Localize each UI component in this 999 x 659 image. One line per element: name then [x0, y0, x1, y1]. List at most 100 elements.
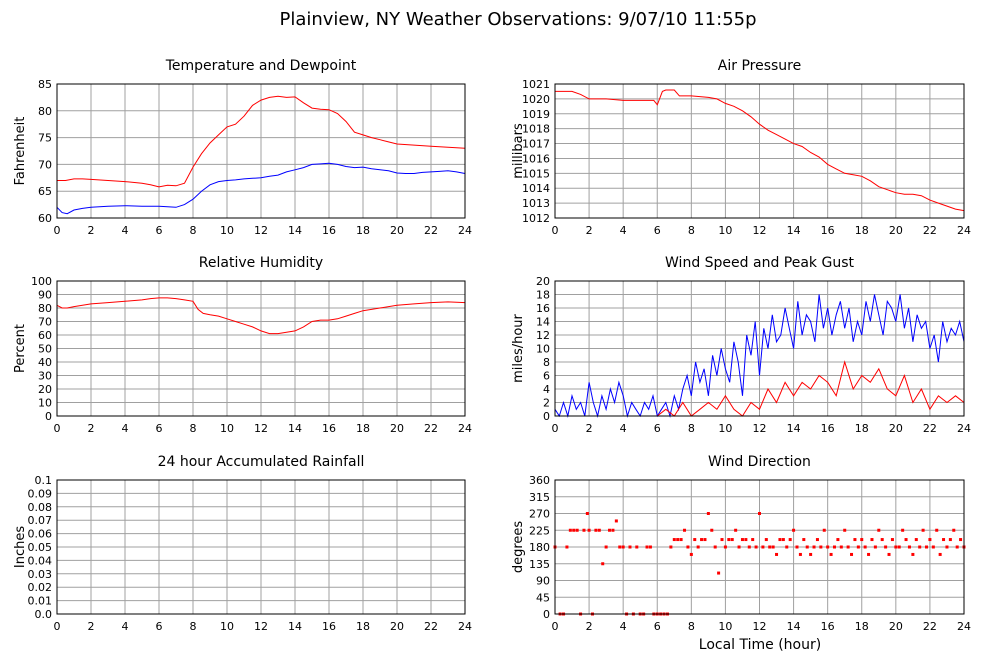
x-tick-label: 4 [620, 224, 627, 237]
y-tick-label: 360 [529, 474, 550, 487]
plot-frame [554, 280, 965, 417]
x-tick-label: 12 [254, 224, 268, 237]
y-tick-label: 1016 [522, 152, 550, 165]
x-tick-label: 24 [957, 620, 971, 633]
scatter-point [887, 552, 891, 556]
y-tick-label: 1019 [522, 108, 550, 121]
scatter-point [614, 519, 618, 523]
y-tick-label: 2 [543, 397, 550, 410]
scatter-point [608, 528, 612, 532]
x-tick-label: 22 [424, 620, 438, 633]
x-tick-label: 24 [957, 422, 971, 435]
x-tick-label: 2 [586, 620, 593, 633]
scatter-point [877, 528, 881, 532]
scatter-point [890, 538, 894, 542]
x-tick-label: 6 [654, 422, 661, 435]
scatter-point [792, 528, 796, 532]
plot-frame [56, 280, 466, 417]
x-tick-label: 10 [718, 422, 732, 435]
x-tick-label: 6 [654, 620, 661, 633]
x-tick-label: 22 [923, 620, 937, 633]
scatter-point [594, 528, 598, 532]
scatter-point [815, 538, 819, 542]
x-tick-label: 18 [855, 620, 869, 633]
x-tick-label: 16 [322, 620, 336, 633]
x-tick-label: 22 [923, 422, 937, 435]
y-tick-label: 8 [543, 356, 550, 369]
x-tick-label: 8 [190, 620, 197, 633]
y-tick-label: 1015 [522, 167, 550, 180]
x-tick-label: 24 [458, 620, 472, 633]
x-tick-label: 6 [156, 620, 163, 633]
scatter-point [832, 545, 836, 549]
x-tick-label: 10 [220, 422, 234, 435]
scatter-point [802, 538, 806, 542]
chart-panel-direction: 0 2 4 6 8 10 12 14 16 18 20 22 240459013518022527031… [511, 454, 971, 633]
x-tick-label: 2 [586, 224, 593, 237]
scatter-point [676, 538, 680, 542]
scatter-point [812, 545, 816, 549]
scatter-point [597, 528, 601, 532]
scatter-point [843, 528, 847, 532]
x-tick-label: 4 [122, 224, 129, 237]
scatter-point [720, 538, 724, 542]
y-tick-label: 0.02 [28, 581, 53, 594]
scatter-point [904, 538, 908, 542]
scatter-point [846, 545, 850, 549]
scatter-point [604, 545, 608, 549]
scatter-point [761, 545, 765, 549]
x-tick-label: 12 [254, 422, 268, 435]
x-tick-label: 20 [390, 224, 404, 237]
y-tick-label: 60 [38, 329, 52, 342]
y-tick-label: 0.06 [28, 528, 53, 541]
scatter-point [925, 545, 929, 549]
y-tick-label: 20 [38, 383, 52, 396]
y-tick-label: 1013 [522, 197, 550, 210]
scatter-point [730, 538, 734, 542]
scatter-point [747, 545, 751, 549]
y-tick-label: 60 [38, 212, 52, 225]
y-tick-label: 0.05 [28, 541, 53, 554]
x-tick-label: 24 [957, 224, 971, 237]
scatter-point [863, 545, 867, 549]
series-line-1 [555, 360, 965, 417]
y-tick-label: 80 [38, 105, 52, 118]
y-tick-label: 0.07 [28, 514, 53, 527]
y-tick-label: 0.0 [35, 608, 53, 621]
x-tick-label: 18 [855, 422, 869, 435]
x-tick-label: 16 [821, 224, 835, 237]
x-tick-label: 2 [88, 422, 95, 435]
scatter-point [737, 545, 741, 549]
scatter-point [618, 545, 622, 549]
x-tick-label: 12 [254, 620, 268, 633]
x-tick-label: 8 [190, 224, 197, 237]
scatter-point [572, 528, 576, 532]
scatter-point [706, 512, 710, 515]
x-tick-label: 4 [122, 422, 129, 435]
scatter-point [710, 528, 714, 532]
x-tick-label: 12 [753, 422, 767, 435]
chart-title: Air Pressure [718, 58, 801, 74]
y-axis-label: degrees [511, 521, 526, 574]
y-tick-label: 1018 [522, 123, 550, 136]
y-tick-label: 0 [543, 410, 550, 423]
x-tick-label: 6 [156, 224, 163, 237]
y-tick-label: 90 [38, 289, 52, 302]
chart-title: Relative Humidity [199, 255, 323, 271]
scatter-point [696, 545, 700, 549]
x-tick-label: 20 [889, 620, 903, 633]
y-tick-label: 4 [543, 383, 550, 396]
plot-frame [554, 83, 965, 219]
y-axis-label: Inches [13, 526, 28, 568]
scatter-point [788, 538, 792, 542]
series-line-0 [555, 89, 965, 212]
y-tick-label: 12 [536, 329, 550, 342]
y-tick-label: 100 [31, 275, 52, 288]
scatter-point [959, 538, 963, 542]
x-tick-label: 2 [88, 620, 95, 633]
chart-title: Wind Direction [708, 454, 811, 470]
y-tick-label: 1012 [522, 212, 550, 225]
scatter-point [822, 528, 826, 532]
x-tick-label: 6 [654, 224, 661, 237]
